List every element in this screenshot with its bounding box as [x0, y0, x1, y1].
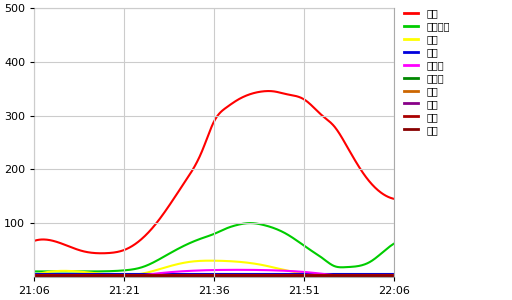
- Legend: 田老, 阿寒湖畴, 山形, 貞光, 南木曽, 足寄西, 土佐, 黒磴, 山田, 今市: 田老, 阿寒湖畴, 山形, 貞光, 南木曽, 足寄西, 土佐, 黒磴, 山田, …: [403, 8, 451, 136]
